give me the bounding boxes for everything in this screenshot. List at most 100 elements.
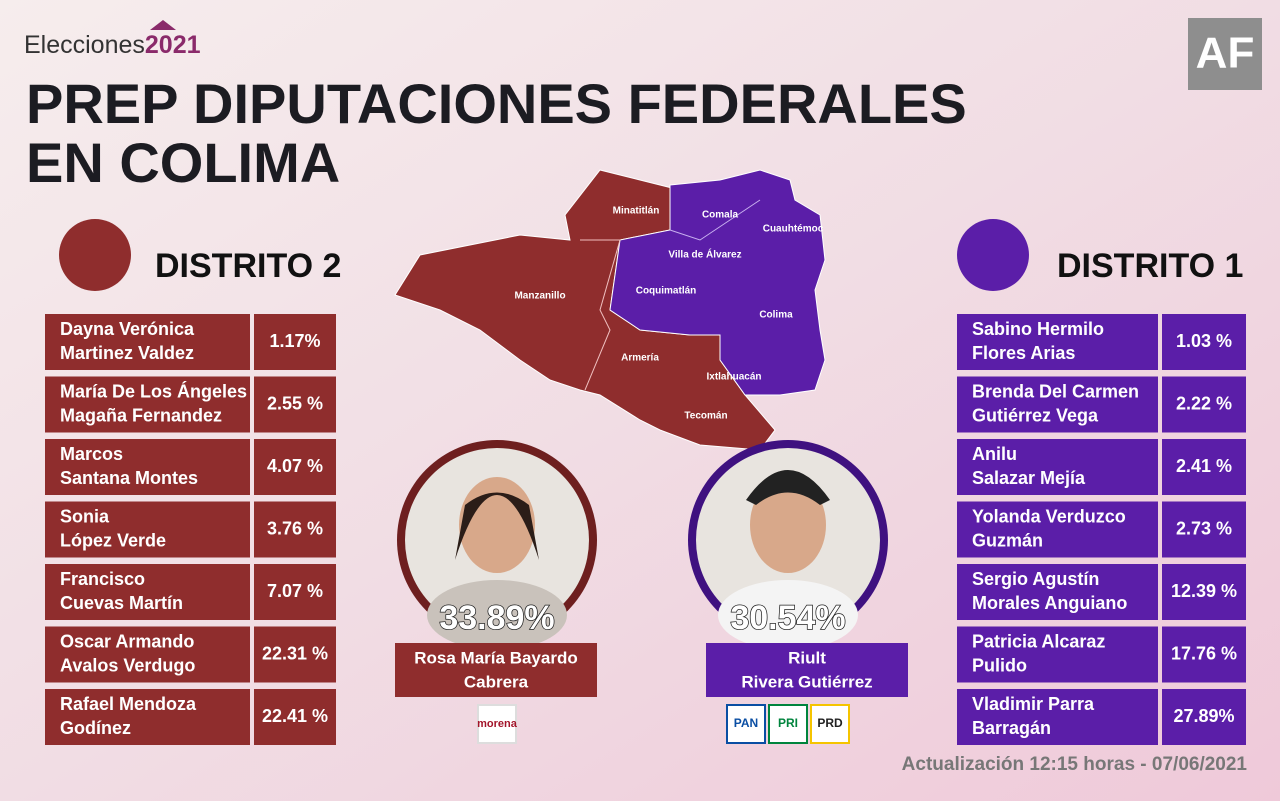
percent-box xyxy=(1162,439,1246,495)
district-dot xyxy=(59,219,131,291)
map-label: Cuauhtémoc xyxy=(763,224,824,235)
name-box xyxy=(45,501,250,558)
candidate-percent: 2.22 % xyxy=(1176,393,1232,413)
party-name: PAN xyxy=(734,716,758,730)
brand-word: Elecciones xyxy=(24,31,145,59)
candidate-name: Magaña Fernandez xyxy=(60,405,222,425)
map-label: Minatitlán xyxy=(613,206,660,217)
percent-box xyxy=(254,439,336,495)
map-label: Coquimatlán xyxy=(636,286,697,297)
map-label: Armería xyxy=(621,353,659,364)
winner-name-box xyxy=(395,643,597,697)
party-logo xyxy=(477,704,517,744)
percent-box xyxy=(254,376,336,433)
percent-box xyxy=(1162,376,1246,433)
name-box xyxy=(957,314,1158,370)
winner-name: Riult xyxy=(788,648,826,667)
map-label: Tecomán xyxy=(684,411,727,422)
percent-box xyxy=(1162,314,1246,370)
party-logo xyxy=(768,704,808,744)
name-box xyxy=(957,501,1158,558)
candidate-name: Cuevas Martín xyxy=(60,593,183,613)
title: PREP DIPUTACIONES FEDERALES xyxy=(26,72,967,135)
candidate-name: Avalos Verdugo xyxy=(60,655,195,675)
candidate-percent: 4.07 % xyxy=(267,456,323,476)
update-note: Actualización 12:15 horas - 07/06/2021 xyxy=(902,754,1248,775)
candidate-name: Brenda Del Carmen xyxy=(972,381,1139,401)
winner-name-box xyxy=(706,643,908,697)
percent-box xyxy=(1162,564,1246,620)
winner-photo-body xyxy=(718,580,858,650)
winner-name: Rivera Gutiérrez xyxy=(741,672,872,691)
candidate-name: Barragán xyxy=(972,718,1051,738)
candidate-name: Rafael Mendoza xyxy=(60,694,197,714)
municipality-border xyxy=(580,239,621,391)
candidate-name: Santana Montes xyxy=(60,468,198,488)
candidate-percent: 1.03 % xyxy=(1176,331,1232,351)
name-box xyxy=(45,376,250,433)
winner-name: Cabrera xyxy=(464,672,529,691)
candidate-name: Martinez Valdez xyxy=(60,343,194,363)
candidate-name: Yolanda Verduzco xyxy=(972,506,1126,526)
name-box xyxy=(45,689,250,745)
candidate-percent: 2.55 % xyxy=(267,393,323,413)
title: EN COLIMA xyxy=(26,131,340,194)
candidate-name: Patricia Alcaraz xyxy=(972,631,1105,651)
winner-percent: 33.89% xyxy=(439,599,554,637)
candidate-percent: 3.76 % xyxy=(267,518,323,538)
map-label: Ixtlahuacán xyxy=(706,372,761,383)
name-box xyxy=(45,564,250,620)
name-box xyxy=(957,626,1158,683)
percent-box xyxy=(254,501,336,558)
name-box xyxy=(45,439,250,495)
brand-icon xyxy=(150,20,176,30)
percent-box xyxy=(1162,689,1246,745)
candidate-name: Salazar Mejía xyxy=(972,468,1086,488)
candidate-name: Flores Arias xyxy=(972,343,1075,363)
percent-box xyxy=(254,689,336,745)
candidate-name: Godínez xyxy=(60,718,131,738)
district-1-region xyxy=(609,169,826,396)
map-label: Colima xyxy=(759,310,793,321)
candidate-name: Dayna Verónica xyxy=(60,319,195,339)
candidate-percent: 1.17% xyxy=(269,331,320,351)
candidate-percent: 2.73 % xyxy=(1176,518,1232,538)
candidate-name: Sabino Hermilo xyxy=(972,319,1104,339)
candidate-percent: 7.07 % xyxy=(267,581,323,601)
candidate-name: Francisco xyxy=(60,569,145,589)
party-name: PRD xyxy=(817,716,843,730)
map-label: Manzanillo xyxy=(514,291,565,302)
candidate-name: Vladimir Parra xyxy=(972,694,1095,714)
party-logo xyxy=(810,704,850,744)
brand: Elecciones2021 xyxy=(24,31,201,59)
map xyxy=(394,169,826,451)
percent-box xyxy=(254,564,336,620)
candidate-name: Oscar Armando xyxy=(60,631,194,651)
af-logo-text: AF xyxy=(1196,29,1255,78)
name-box xyxy=(45,314,250,370)
candidate-name: Gutiérrez Vega xyxy=(972,405,1099,425)
candidate-percent: 22.31 % xyxy=(262,643,328,663)
winner-percent: 30.54% xyxy=(730,599,845,637)
candidate-percent: 17.76 % xyxy=(1171,643,1237,663)
percent-box xyxy=(1162,626,1246,683)
percent-box xyxy=(254,626,336,683)
name-box xyxy=(957,689,1158,745)
candidate-name: María De Los Ángeles xyxy=(60,380,247,401)
candidate-name: Pulido xyxy=(972,655,1027,675)
winner-photo-head xyxy=(750,477,826,573)
winner-photo-hair xyxy=(746,470,830,505)
winner-photo-hair xyxy=(455,492,539,560)
candidate-percent: 27.89% xyxy=(1173,706,1234,726)
municipality-border xyxy=(669,199,761,241)
candidate-name: Anilu xyxy=(972,444,1017,464)
winner-photo-head xyxy=(459,477,535,573)
candidate-name: Marcos xyxy=(60,444,123,464)
candidate-name: Sergio Agustín xyxy=(972,569,1099,589)
candidate-name: Guzmán xyxy=(972,530,1043,550)
district-title: DISTRITO 1 xyxy=(1057,247,1243,285)
winner-photo-body xyxy=(427,580,567,650)
af-logo xyxy=(1188,18,1262,90)
candidate-percent: 22.41 % xyxy=(262,706,328,726)
